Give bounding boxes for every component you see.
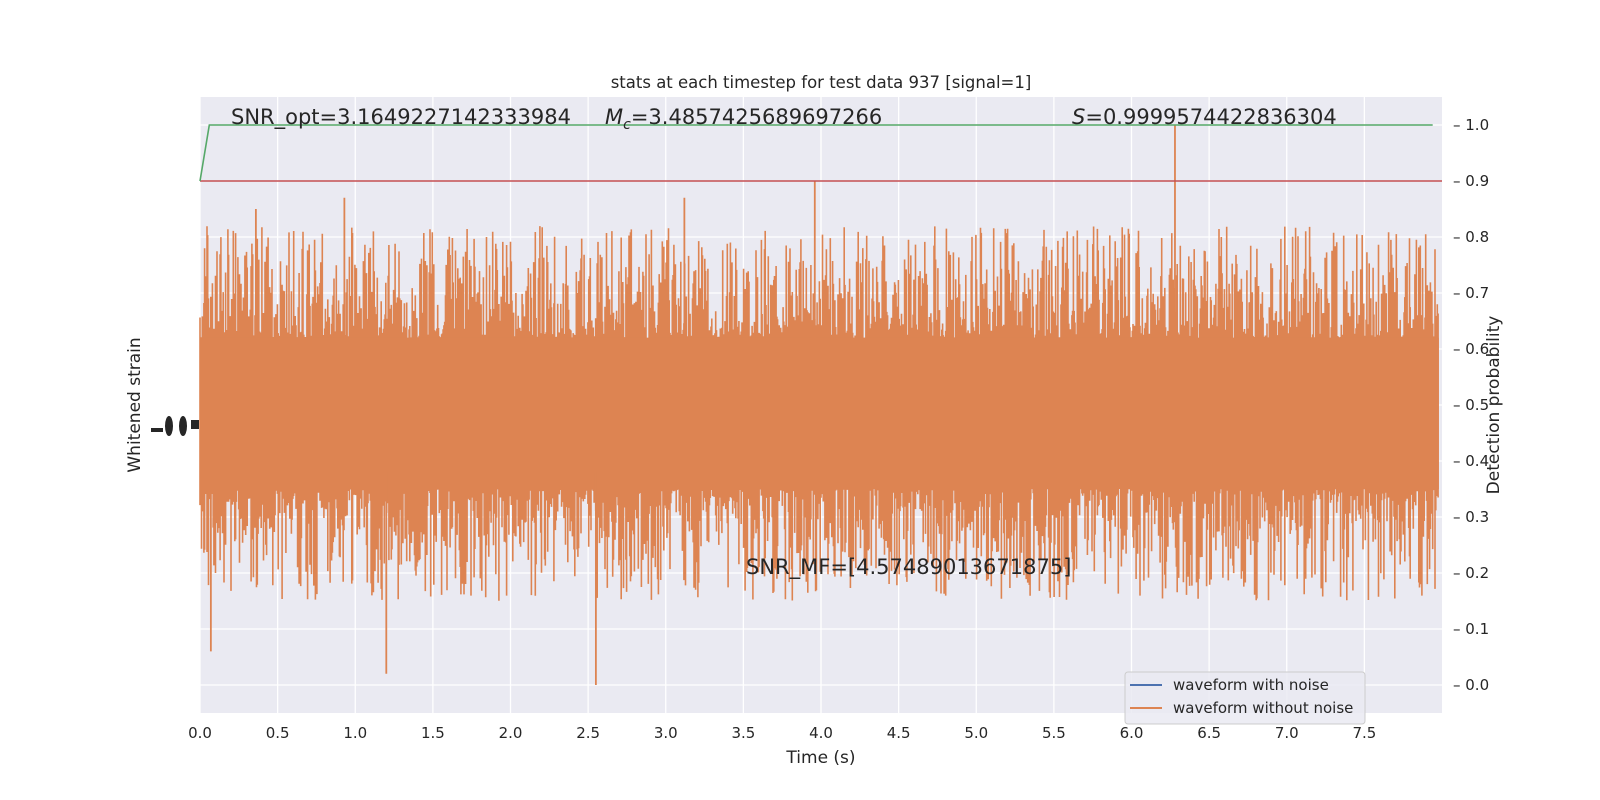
- x-tick-label: 3.0: [654, 724, 678, 742]
- y-tick-label: – 0.1: [1453, 620, 1489, 638]
- y-tick-label: – 1.0: [1453, 116, 1489, 134]
- x-tick-label: 4.5: [887, 724, 911, 742]
- y-tick-label: – 0.2: [1453, 564, 1489, 582]
- x-tick-label: 0.0: [188, 724, 212, 742]
- chirp-mass-annotation: Mc=3.4857425689697266: [605, 105, 882, 133]
- right-y-axis-ticks: – 0.0 – 0.1 – 0.2 – 0.3 – 0.4 – 0.5 – 0.6 – 0.7…: [1453, 116, 1489, 694]
- waveform-core-band: [200, 337, 1439, 489]
- snr-mf-annotation: SNR_MF=[4.57489013671875]: [746, 555, 1071, 580]
- legend-box: [1124, 671, 1366, 725]
- chart-title: stats at each timestep for test data 937…: [611, 73, 1032, 92]
- legend-label-without-noise: waveform without noise: [1173, 699, 1353, 717]
- series-layer: [199, 124, 1442, 685]
- y-tick-label: – 0.6: [1453, 340, 1489, 358]
- score-annotation: S=0.9999574422836304: [1072, 105, 1337, 129]
- x-tick-label: 1.0: [343, 724, 367, 742]
- x-axis-ticks: 0.0 0.5 1.0 1.5 2.0 2.5 3.0 3.5 4.0 4.5 5.0 5.5 6.0 6…: [188, 724, 1376, 742]
- x-tick-label: 2.0: [499, 724, 523, 742]
- x-tick-label: 3.5: [731, 724, 755, 742]
- x-tick-label: 7.0: [1275, 724, 1299, 742]
- y-tick-label: – 0.8: [1453, 228, 1489, 246]
- snr-opt-annotation: SNR_opt=3.1649227142333984: [231, 105, 571, 130]
- x-tick-label: 5.5: [1042, 724, 1066, 742]
- left-tick-glyphs: [151, 416, 199, 436]
- y-tick-label: – 0.7: [1453, 284, 1489, 302]
- right-y-axis-label: Detection probability: [1484, 316, 1504, 495]
- y-tick-label: – 0.4: [1453, 452, 1489, 470]
- y-tick-label: – 0.3: [1453, 508, 1489, 526]
- x-tick-label: 7.5: [1352, 724, 1376, 742]
- x-axis-label: Time (s): [785, 748, 855, 768]
- x-tick-label: 0.5: [266, 724, 290, 742]
- x-tick-label: 1.5: [421, 724, 445, 742]
- x-tick-label: 6.5: [1197, 724, 1221, 742]
- legend: waveform with noise waveform without noi…: [1124, 671, 1366, 725]
- x-tick-label: 5.0: [964, 724, 988, 742]
- x-tick-label: 4.0: [809, 724, 833, 742]
- x-tick-label: 2.5: [576, 724, 600, 742]
- legend-label-with-noise: waveform with noise: [1173, 676, 1329, 694]
- x-tick-label: 6.0: [1120, 724, 1144, 742]
- y-tick-label: – 0.0: [1453, 676, 1489, 694]
- y-tick-label: – 0.5: [1453, 396, 1489, 414]
- y-tick-label: – 0.9: [1453, 172, 1489, 190]
- detection-probability-line: [199, 124, 1433, 182]
- left-y-axis-label: Whitened strain: [125, 337, 145, 472]
